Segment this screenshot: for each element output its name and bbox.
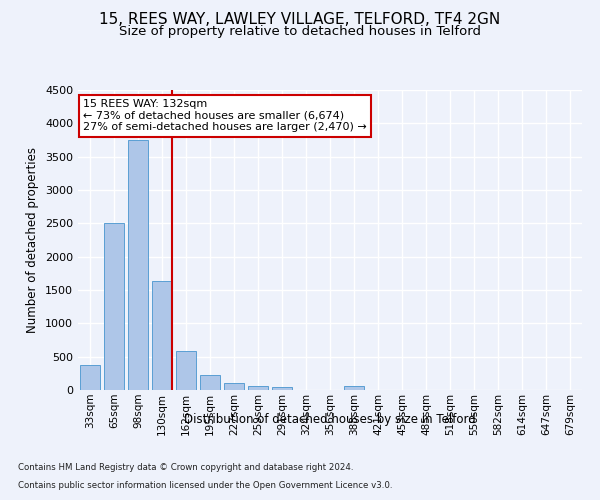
Bar	[152, 280, 172, 390]
Bar	[176, 351, 196, 390]
Text: Size of property relative to detached houses in Telford: Size of property relative to detached ho…	[119, 25, 481, 38]
Bar	[104, 224, 124, 390]
Bar	[80, 366, 100, 390]
Y-axis label: Number of detached properties: Number of detached properties	[26, 147, 40, 333]
Bar	[272, 388, 292, 390]
Bar	[224, 383, 244, 390]
Text: Contains public sector information licensed under the Open Government Licence v3: Contains public sector information licen…	[18, 481, 392, 490]
Text: 15 REES WAY: 132sqm
← 73% of detached houses are smaller (6,674)
27% of semi-det: 15 REES WAY: 132sqm ← 73% of detached ho…	[83, 99, 367, 132]
Bar	[344, 386, 364, 390]
Text: Distribution of detached houses by size in Telford: Distribution of detached houses by size …	[184, 412, 476, 426]
Text: Contains HM Land Registry data © Crown copyright and database right 2024.: Contains HM Land Registry data © Crown c…	[18, 464, 353, 472]
Bar	[200, 375, 220, 390]
Bar	[248, 386, 268, 390]
Text: 15, REES WAY, LAWLEY VILLAGE, TELFORD, TF4 2GN: 15, REES WAY, LAWLEY VILLAGE, TELFORD, T…	[100, 12, 500, 28]
Bar	[128, 140, 148, 390]
